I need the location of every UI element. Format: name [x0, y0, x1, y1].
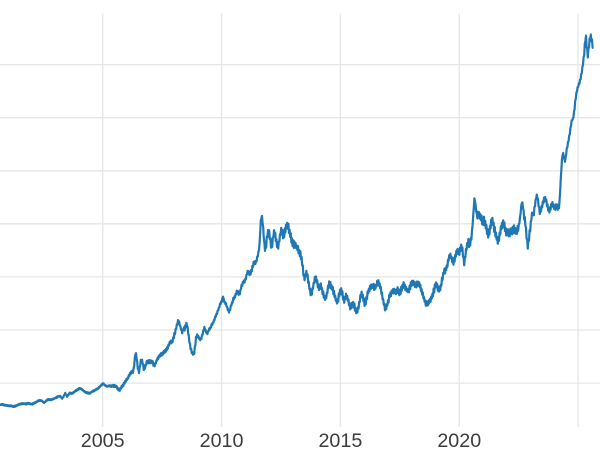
- svg-text:2010: 2010: [200, 430, 244, 450]
- svg-text:2015: 2015: [318, 430, 362, 450]
- svg-text:2020: 2020: [437, 430, 481, 450]
- svg-text:2005: 2005: [81, 430, 125, 450]
